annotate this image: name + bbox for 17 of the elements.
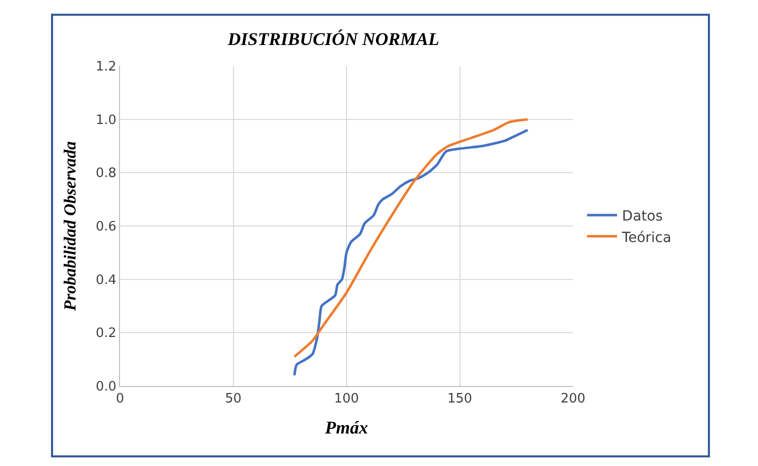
x-tick-label: 50 (224, 392, 242, 407)
x-tick-label: 200 (560, 392, 586, 407)
legend-label: Datos (622, 208, 663, 225)
x-tick-label: 0 (116, 392, 124, 407)
y-tick-label: 0.8 (96, 166, 116, 182)
legend-label: Teórica (621, 230, 672, 246)
y-tick-label: 1.0 (96, 112, 116, 128)
y-tick-label: 1.2 (96, 60, 116, 75)
chart-title: DISTRIBUCIÓN NORMAL (226, 29, 440, 50)
x-tick-label: 100 (334, 392, 359, 407)
y-tick-label: 0.0 (96, 380, 116, 395)
y-tick-label: 0.4 (96, 272, 116, 288)
x-tick-label: 150 (447, 392, 472, 407)
y-tick-label: 0.2 (96, 326, 116, 342)
y-axis-title: Probabilidad Observada (60, 140, 80, 312)
y-tick-label: 0.6 (96, 220, 116, 235)
x-axis-title: Pmáx (324, 418, 368, 438)
